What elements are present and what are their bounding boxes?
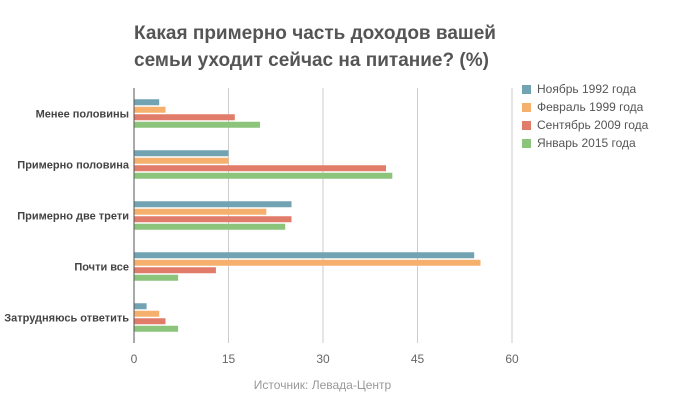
bar	[134, 274, 179, 281]
bar	[134, 303, 147, 310]
bar	[134, 310, 160, 317]
bar	[134, 318, 166, 325]
category-label: Примерно две трети	[17, 211, 129, 223]
legend-label: Сентябрь 2009 года	[537, 118, 649, 132]
category-label: Почти все	[74, 262, 129, 274]
chart-title: Какая примерно часть доходов вашей семьи …	[134, 20, 534, 74]
x-tick-label: 15	[222, 352, 236, 366]
legend-item: Февраль 1999 года	[522, 98, 648, 116]
bar	[134, 259, 481, 266]
legend-item: Январь 2015 года	[522, 134, 648, 152]
legend-item: Сентябрь 2009 года	[522, 116, 648, 134]
legend-swatch	[522, 102, 531, 112]
bar	[134, 157, 229, 164]
legend: Ноябрь 1992 года Февраль 1999 года Сентябр…	[522, 80, 648, 152]
category-label: Примерно половина	[17, 160, 130, 172]
bar	[134, 114, 235, 121]
bar	[134, 121, 260, 128]
legend-label: Ноябрь 1992 года	[537, 82, 637, 96]
title-line: Какая примерно часть доходов вашей	[134, 23, 496, 44]
bar	[134, 165, 386, 172]
bar	[134, 99, 160, 106]
x-tick-label: 30	[316, 352, 330, 366]
bar	[134, 106, 166, 113]
title-line: семьи уходит сейчас на питание? (%)	[134, 50, 489, 71]
category-label: Менее половины	[36, 109, 129, 121]
bar	[134, 252, 475, 259]
legend-swatch	[522, 120, 531, 130]
bar	[134, 208, 267, 215]
bar	[134, 325, 179, 332]
bar	[134, 150, 229, 157]
legend-label: Февраль 1999 года	[537, 100, 644, 114]
x-tick-label: 0	[131, 352, 138, 366]
bar	[134, 201, 292, 208]
bar	[134, 223, 286, 230]
legend-label: Январь 2015 года	[537, 136, 636, 150]
bar	[134, 172, 393, 179]
bar	[134, 216, 292, 223]
legend-swatch	[522, 138, 531, 148]
source-note: Источник: Левада-Центр	[253, 378, 392, 392]
x-tick-label: 60	[505, 352, 519, 366]
x-tick-label: 45	[411, 352, 425, 366]
legend-item: Ноябрь 1992 года	[522, 80, 648, 98]
category-label: Затрудняюсь ответить	[4, 313, 129, 325]
legend-swatch	[522, 84, 531, 94]
bar	[134, 267, 216, 274]
